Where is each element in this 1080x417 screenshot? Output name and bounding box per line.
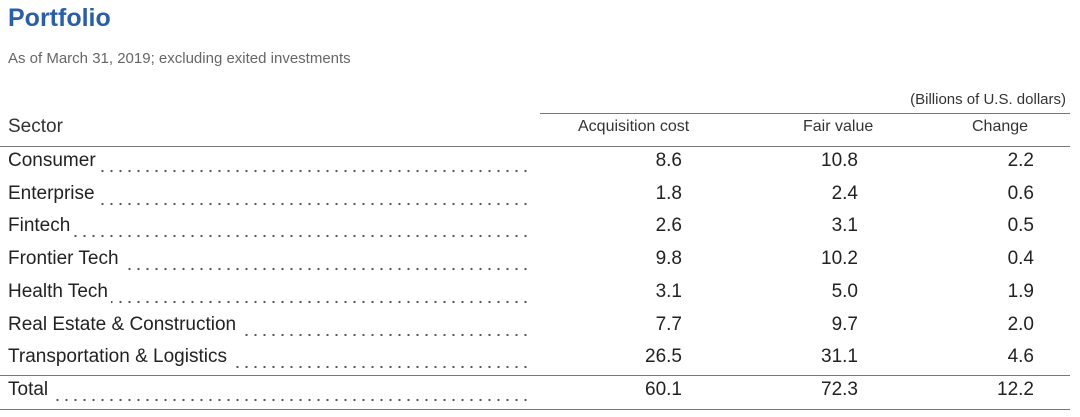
leader-dots xyxy=(8,398,530,402)
sector-name: Real Estate & Construction xyxy=(8,313,240,336)
sector-name: Health Tech xyxy=(8,280,111,303)
rule xyxy=(0,146,1070,147)
column-header: Change xyxy=(972,118,1029,135)
value-cell: 9.7 xyxy=(831,313,858,335)
value-cell: 0.6 xyxy=(1007,182,1034,204)
value-cell: 2.2 xyxy=(1007,150,1034,171)
value-cell: 10.2 xyxy=(821,248,858,270)
sector-name: Total xyxy=(8,379,52,401)
leader-dots xyxy=(8,299,530,304)
leader-dots xyxy=(8,267,530,272)
value-cell: 26.5 xyxy=(645,346,682,368)
rule xyxy=(0,409,1070,410)
column-header: Acquisition cost xyxy=(578,118,690,135)
value-cell: 0.4 xyxy=(1007,248,1034,270)
value-cell: 12.2 xyxy=(997,379,1034,400)
value-cell: 3.1 xyxy=(655,280,682,302)
leader-dots xyxy=(8,365,530,370)
value-cell: 2.0 xyxy=(1007,313,1034,335)
value-cell: 4.6 xyxy=(1007,346,1034,368)
value-cell: 2.6 xyxy=(655,215,682,237)
value-cell: 1.8 xyxy=(655,182,682,204)
value-cell: 3.1 xyxy=(831,215,858,237)
value-cell: 0.5 xyxy=(1007,215,1034,237)
sector-name: Frontier Tech xyxy=(8,248,122,271)
column-header: Sector xyxy=(8,116,63,137)
column-header: Fair value xyxy=(803,118,874,135)
value-cell: 5.0 xyxy=(831,280,858,302)
value-cell: 2.4 xyxy=(831,182,858,204)
leader-dots xyxy=(8,169,530,173)
value-cell: 8.6 xyxy=(655,150,682,171)
sector-name: Enterprise xyxy=(8,182,98,205)
leader-dots xyxy=(8,201,530,206)
value-cell: 72.3 xyxy=(821,379,858,400)
value-cell: 9.8 xyxy=(655,248,682,270)
rule xyxy=(540,113,1070,114)
unit-note: (Billions of U.S. dollars) xyxy=(910,91,1066,108)
subtitle: As of March 31, 2019; excluding exited i… xyxy=(8,50,351,67)
title: Portfolio xyxy=(8,4,111,32)
sector-name: Consumer xyxy=(8,150,99,172)
value-cell: 10.8 xyxy=(821,150,858,171)
value-cell: 7.7 xyxy=(655,313,682,335)
value-cell: 60.1 xyxy=(645,379,682,400)
sector-name: Fintech xyxy=(8,215,74,238)
value-cell: 1.9 xyxy=(1007,280,1034,302)
leader-dots xyxy=(8,234,530,239)
value-cell: 31.1 xyxy=(821,346,858,368)
leader-dots xyxy=(8,332,530,337)
rule xyxy=(0,375,1070,376)
sector-name: Transportation & Logistics xyxy=(8,346,230,369)
